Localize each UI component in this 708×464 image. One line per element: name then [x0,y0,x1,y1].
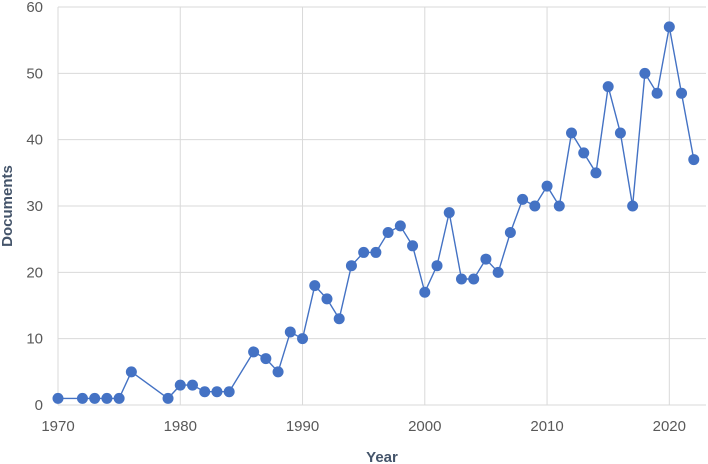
data-point [186,379,198,391]
data-point [614,127,626,139]
data-point [113,392,125,404]
data-point [602,81,614,93]
data-point [553,200,565,212]
data-point [566,127,578,139]
data-point [284,326,296,338]
data-point [492,266,504,278]
data-point [529,200,541,212]
y-tick-label: 60 [26,0,43,16]
data-point [431,260,443,272]
y-axis-ticks: 0 10 20 30 40 50 60 [26,0,43,414]
y-tick-label: 40 [26,132,43,149]
data-point [358,246,370,258]
data-point [52,392,64,404]
data-point [663,21,675,33]
x-tick-label: 1990 [286,418,319,435]
x-tick-label: 1980 [164,418,197,435]
data-point [125,366,137,378]
data-point [394,220,406,232]
x-tick-label: 1970 [41,418,74,435]
data-point [455,273,467,285]
data-point [578,147,590,159]
y-axis-title: Documents [0,165,16,247]
data-point [627,200,639,212]
y-tick-label: 50 [26,65,43,82]
data-point [345,260,357,272]
data-point [174,379,186,391]
y-tick-label: 10 [26,331,43,348]
y-tick-label: 20 [26,264,43,281]
data-point [89,392,101,404]
data-point [688,154,700,166]
data-point [676,87,688,99]
x-tick-label: 2000 [408,418,441,435]
data-point [76,392,88,404]
gridlines [57,6,706,406]
x-axis-title: Year [366,449,398,464]
data-point [443,207,455,219]
x-tick-label: 2010 [530,418,563,435]
data-point [211,386,223,398]
data-point [260,353,272,365]
data-point [504,227,516,239]
x-tick-label: 2020 [653,418,686,435]
series-line [58,26,695,400]
data-point [639,67,651,79]
data-point [223,386,235,398]
y-tick-label: 30 [26,198,43,215]
data-point [248,346,260,358]
data-point [101,392,113,404]
data-point [321,293,333,305]
data-point [541,180,553,192]
data-point [419,286,431,298]
data-point [590,167,602,179]
data-point [517,193,529,205]
data-point [297,333,309,345]
y-tick-label: 0 [35,397,43,414]
data-point [382,227,394,239]
data-point [333,313,345,325]
data-point [309,280,321,292]
data-point [651,87,663,99]
data-points [52,21,700,404]
data-point [370,246,382,258]
data-point [162,392,174,404]
data-point [480,253,492,265]
data-point [199,386,211,398]
x-axis-ticks: 1970 1980 1990 2000 2010 2020 [41,418,686,435]
data-point [468,273,480,285]
data-point [272,366,284,378]
data-point [407,240,419,252]
